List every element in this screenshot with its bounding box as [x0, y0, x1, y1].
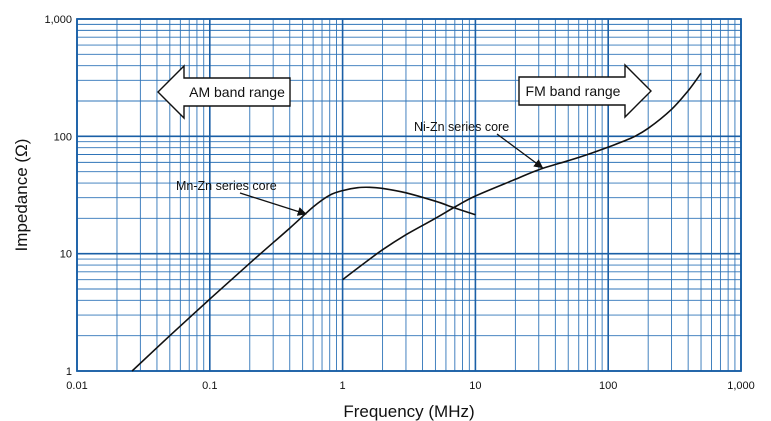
plot-frame [76, 18, 742, 372]
x-tick-label: 10 [469, 380, 481, 392]
fm-band-arrow [518, 63, 652, 119]
y-tick-label: 1,000 [44, 14, 72, 26]
am-band-arrow [157, 64, 291, 120]
x-axis-title: Frequency (MHz) [343, 402, 474, 421]
x-tick-label: 100 [599, 380, 617, 392]
x-tick-label: 0.1 [202, 380, 217, 392]
tick-labels: 0.01 0.1 1 10 100 1,000 1 10 100 1,000 [44, 14, 754, 392]
x-tick-label: 1 [340, 380, 346, 392]
annotation-arrow-mn-zn [239, 192, 307, 216]
grid [76, 18, 742, 372]
annotation-ni-zn: Ni-Zn series core [414, 120, 509, 134]
annotations: Mn-Zn series core Ni-Zn series core [176, 120, 544, 216]
y-tick-label: 1 [66, 366, 72, 378]
annotation-arrow-ni-zn [496, 133, 544, 169]
band-arrows: AM band range FM band range [157, 63, 652, 120]
fm-band-label: FM band range [526, 83, 621, 99]
y-tick-label: 10 [60, 249, 72, 261]
x-tick-label: 1,000 [727, 380, 755, 392]
mn-zn-curve [131, 186, 476, 372]
x-tick-label: 0.01 [66, 380, 87, 392]
ni-zn-curve [342, 72, 702, 281]
data-curves [131, 72, 702, 372]
am-band-label: AM band range [189, 84, 285, 100]
y-tick-label: 100 [54, 131, 72, 143]
annotation-mn-zn: Mn-Zn series core [176, 179, 277, 193]
y-axis-title: Impedance (Ω) [12, 139, 31, 252]
